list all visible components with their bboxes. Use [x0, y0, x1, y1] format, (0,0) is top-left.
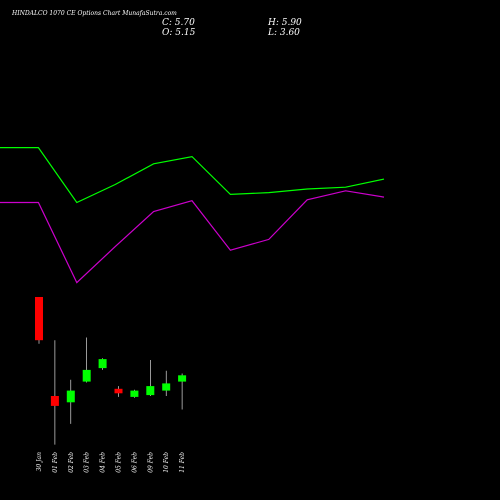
candle-4 — [82, 337, 91, 383]
candle-body — [130, 390, 139, 397]
candle-3 — [66, 379, 75, 424]
x-tick-label: 03 Feb — [84, 452, 91, 473]
chart-title: HINDALCO 1070 CE Options Chart MunafaSut… — [12, 10, 177, 17]
x-tick-label: 04 Feb — [100, 452, 107, 473]
candle-6 — [114, 386, 123, 397]
candle-body — [50, 396, 59, 406]
candle-body — [114, 388, 123, 394]
x-tick-label: 09 Feb — [147, 452, 154, 473]
low-value: L: 3.60 — [268, 28, 300, 38]
candle-8 — [146, 360, 155, 396]
x-axis-ticks: 30 Jan 01 Feb 02 Feb 03 Feb 04 Feb 05 Feb 06 F… — [36, 452, 186, 473]
high-value: H: 5.90 — [268, 18, 302, 28]
x-tick-label: 05 Feb — [116, 452, 123, 473]
candle-body — [66, 390, 75, 403]
candle-body — [35, 297, 43, 341]
candle-10 — [178, 373, 187, 410]
x-tick-label: 30 Jan — [36, 452, 43, 472]
x-tick-label: 06 Feb — [131, 452, 138, 473]
candles — [35, 297, 187, 445]
x-tick-label: 10 Feb — [163, 452, 170, 473]
candle-7 — [130, 389, 139, 398]
candle-body — [98, 359, 107, 369]
candle-2 — [50, 340, 59, 445]
candle-body — [178, 375, 187, 382]
indicator-line-2 — [0, 190, 385, 284]
x-tick-label: 02 Feb — [68, 452, 75, 473]
open-value: O: 5.15 — [162, 28, 196, 38]
candle-1 — [35, 297, 43, 344]
candle-9 — [162, 370, 171, 396]
close-value: C: 5.70 — [162, 18, 195, 28]
x-tick-label: 01 Feb — [52, 452, 59, 473]
candle-body — [162, 383, 171, 391]
x-tick-label: 11 Feb — [179, 452, 186, 473]
candle-body — [146, 386, 155, 396]
candle-5 — [98, 358, 107, 370]
indicator-line-1 — [0, 147, 385, 204]
candle-body — [82, 369, 91, 382]
indicator-lines — [0, 147, 385, 284]
